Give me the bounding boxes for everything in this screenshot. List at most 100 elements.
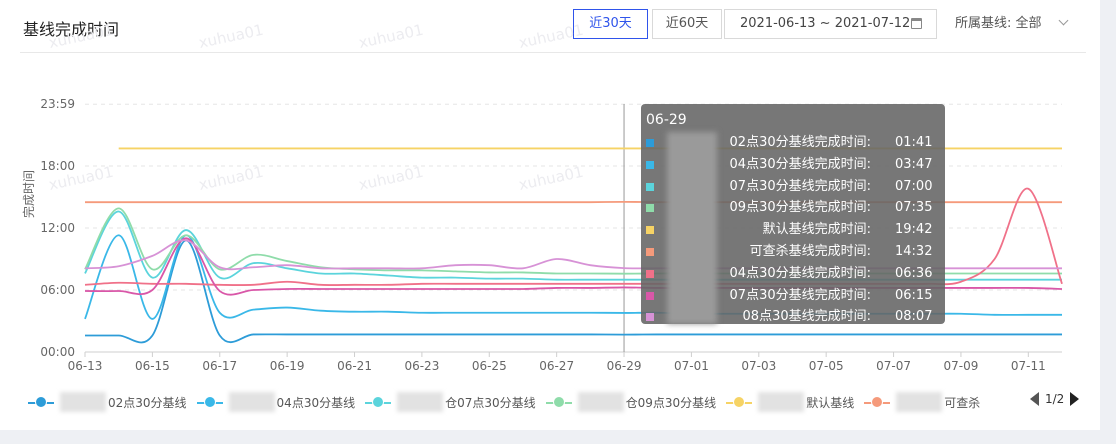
legend-item[interactable]: 默认基线 [726, 388, 854, 416]
legend-label: 02点30分基线 [108, 395, 187, 410]
tooltip-value: 08:07 [895, 309, 933, 325]
tooltip-swatch [646, 160, 654, 169]
legend-pager: 1/2 [1030, 392, 1080, 406]
legend-redaction [758, 392, 805, 412]
tooltip-value: 03:47 [895, 156, 933, 172]
tooltip-row: 08点30基线完成时间: 08:07 [646, 306, 945, 328]
x-tick-label: 06-15 [135, 359, 170, 373]
series-line-1 [85, 239, 1062, 344]
tooltip-swatch [646, 226, 654, 235]
tooltip-value: 06:36 [895, 265, 933, 281]
x-tick-label: 06-25 [472, 359, 507, 373]
legend-marker-icon [365, 396, 392, 408]
legend-redaction [60, 392, 106, 412]
tooltip-series-name: 02点30分基线完成时间: [729, 135, 871, 150]
tooltip-series-name: 可查杀基线完成时间: [749, 243, 871, 259]
legend-redaction [228, 392, 275, 412]
y-tick-label: 12:00 [40, 221, 75, 235]
legend-prev-icon[interactable] [1030, 392, 1039, 406]
legend-label: 仓09点30分基线 [625, 395, 717, 410]
baseline-filter-select[interactable]: 所属基线: 全部 [955, 9, 1069, 39]
tooltip-row: 04点30分基线完成时间: 03:47 [646, 154, 945, 176]
x-tick-label: 07-11 [1011, 359, 1046, 373]
tooltip-row: 07点30分基线完成时间: 07:00 [646, 176, 945, 198]
y-tick-label: 23:59 [40, 97, 75, 111]
x-tick-label: 06-27 [539, 359, 574, 373]
page-title: 基线完成时间 [23, 20, 120, 39]
legend-redaction [397, 392, 444, 412]
tooltip-series-name: 04点30分基线完成时间: [729, 265, 871, 281]
tooltip-swatch [646, 139, 654, 147]
legend-label: 仓07点30分基线 [445, 395, 536, 410]
legend-page-indicator: 1/2 [1045, 392, 1065, 406]
legend-item[interactable]: 可查杀 [864, 388, 980, 416]
legend-marker-icon [726, 396, 753, 408]
watermark-text: xuhua01 [517, 21, 585, 52]
tooltip-series-name: 04点30分基线完成时间: [729, 156, 871, 172]
x-tick-label: 06-21 [337, 359, 372, 373]
tooltip-row: 09点30分基线完成时间: 07:35 [646, 197, 945, 219]
tooltip-row: 可查杀基线完成时间: 14:32 [646, 241, 945, 263]
range-30-days-button[interactable]: 近30天 [573, 9, 648, 39]
tooltip-row: 07点30分基线完成时间: 06:15 [646, 285, 945, 307]
tooltip-row: 默认基线完成时间: 19:42 [646, 219, 945, 241]
watermark-text: xuhua01 [47, 21, 115, 52]
tooltip-series-name: 07点30分基线完成时间: [729, 178, 871, 194]
header-divider [20, 52, 1086, 53]
tooltip-series-name: 08点30基线完成时间: [742, 309, 871, 325]
tooltip-series-name: 07点30分基线完成时间: [729, 287, 871, 303]
x-tick-label: 07-07 [876, 359, 911, 373]
x-tick-label: 06-17 [202, 359, 237, 373]
x-tick-label: 07-09 [943, 359, 978, 373]
tooltip-swatch [646, 204, 654, 213]
tooltip-value: 19:42 [895, 222, 933, 238]
watermark-text: xuhua01 [357, 21, 425, 52]
watermark-text: xuhua01 [197, 163, 265, 194]
legend-marker-icon [545, 396, 572, 408]
tooltip-value: 07:00 [895, 178, 933, 194]
filter-label: 所属基线: [955, 16, 1012, 31]
x-tick-label: 06-13 [68, 359, 103, 373]
tooltip-swatch [646, 182, 654, 191]
filter-value: 全部 [1015, 16, 1042, 31]
calendar-icon [911, 18, 922, 29]
watermark-text: xuhua01 [517, 163, 585, 194]
date-range-text: 2021-06-13 ~ 2021-07-12 [740, 16, 911, 31]
legend-item[interactable]: 04点30分基线 [196, 388, 355, 416]
x-tick-label: 06-29 [607, 359, 642, 373]
legend-item[interactable]: 02点30分基线 [28, 388, 187, 416]
tooltip-rows: 02点30分基线完成时间: 01:41 04点30分基线完成时间: 03:47 07点3… [646, 132, 945, 328]
legend-redaction [577, 392, 624, 412]
y-tick-label: 18:00 [40, 159, 75, 173]
legend-item[interactable]: 仓09点30分基线 [545, 388, 717, 416]
tooltip-value: 01:41 [895, 135, 933, 150]
legend-label: 可查杀 [944, 395, 981, 410]
tooltip-value: 07:35 [895, 200, 933, 216]
legend-marker-icon [196, 396, 223, 408]
x-tick-label: 07-03 [741, 359, 776, 373]
date-range-picker[interactable]: 2021-06-13 ~ 2021-07-12 [724, 9, 937, 39]
tooltip-series-name: 09点30分基线完成时间: [729, 200, 871, 216]
baseline-card: 基线完成时间 近30天 近60天 2021-06-13 ~ 2021-07-12… [0, 0, 1100, 430]
tooltip-row: 04点30分基线完成时间: 06:36 [646, 263, 945, 285]
tooltip-swatch [646, 313, 654, 322]
x-tick-label: 06-19 [270, 359, 305, 373]
x-tick-label: 07-05 [809, 359, 844, 373]
legend-label: 默认基线 [806, 395, 855, 410]
legend-next-icon[interactable] [1070, 392, 1080, 406]
tooltip-value: 14:32 [895, 243, 933, 259]
tooltip-swatch [646, 269, 654, 278]
watermark-text: xuhua01 [197, 21, 265, 52]
tooltip-redaction [667, 132, 717, 324]
tooltip-swatch [646, 247, 654, 256]
chart-legend: 02点30分基线 04点30分基线 仓07点30分基线 仓09点30分基线 默认基线 可查… [28, 388, 1038, 416]
legend-marker-icon [864, 396, 891, 408]
range-60-days-button[interactable]: 近60天 [652, 9, 722, 39]
tooltip-row: 02点30分基线完成时间: 01:41 [646, 132, 945, 154]
y-tick-label: 06:00 [40, 283, 75, 297]
legend-marker-icon [28, 396, 54, 408]
tooltip-swatch [646, 291, 654, 300]
watermark-text: xuhua01 [357, 163, 425, 194]
tooltip-value: 06:15 [895, 287, 933, 303]
legend-item[interactable]: 仓07点30分基线 [365, 388, 536, 416]
